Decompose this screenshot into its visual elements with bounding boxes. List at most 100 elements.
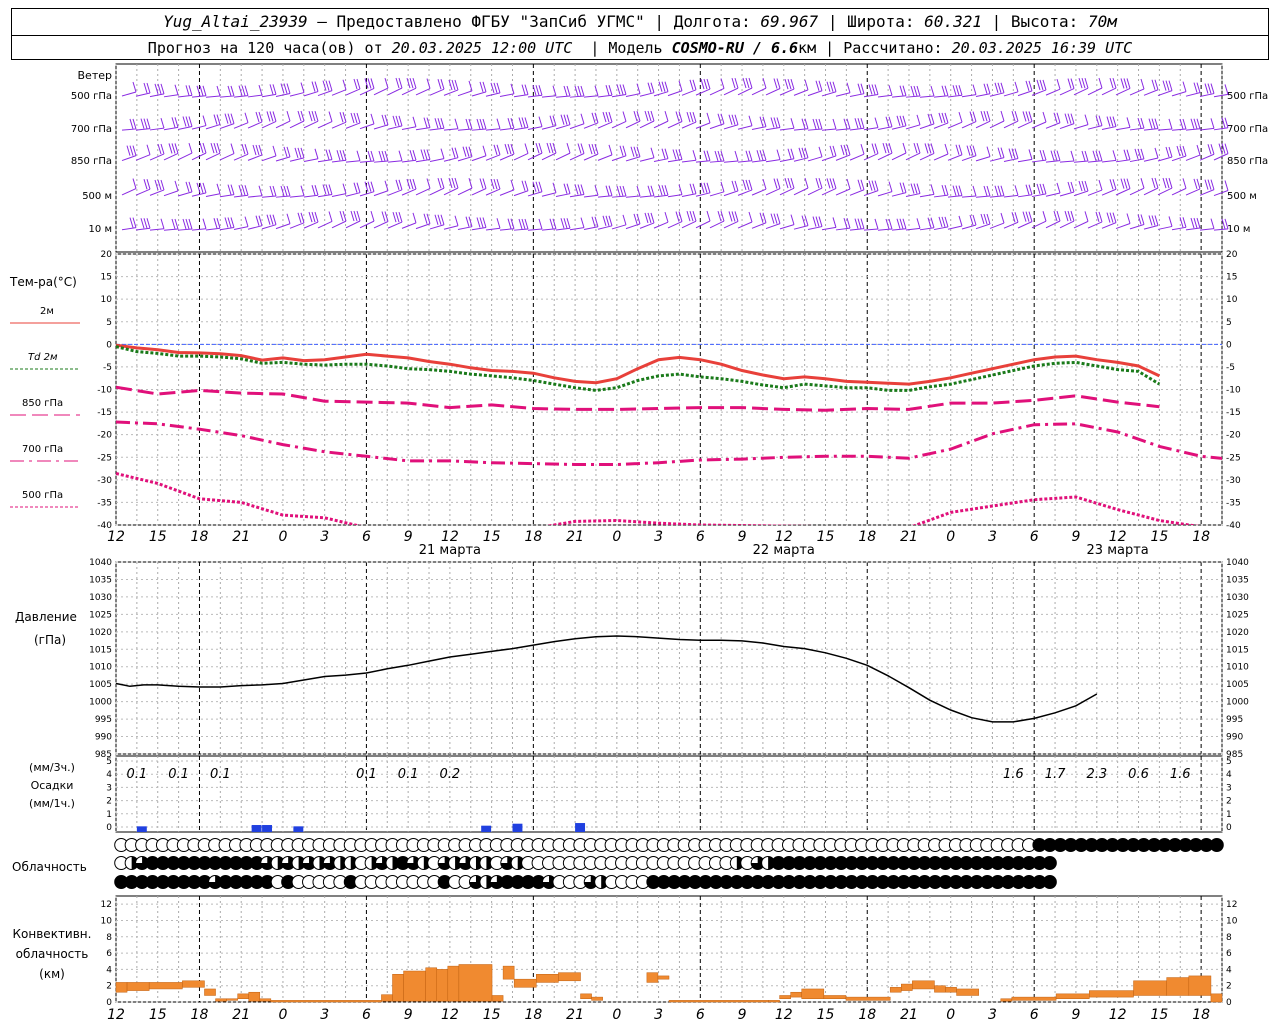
wind-barb-feather [650,110,655,122]
precip-panel-frame [115,755,1223,833]
wind-barb-feather [1098,77,1103,89]
wind-barb-feather [1126,213,1131,224]
wind-barb-feather [1154,177,1159,189]
wind-barb-feather [426,78,431,89]
press-ytick-right: 1010 [1226,663,1249,673]
wind-barb-shaft [583,226,599,231]
conv-bar [502,965,515,980]
wind-barb-feather [454,118,459,129]
wind-barb-feather [1039,79,1044,91]
wind-barb-feather [1106,212,1111,223]
wind-barb-feather [342,150,347,161]
wind-barb-shaft [961,94,977,98]
wind-barb-shaft [695,160,711,163]
wind-barb-shaft [863,228,879,231]
wind-barb-feather [244,85,249,96]
wind-barb-feather [692,150,697,161]
press-ytick-left: 990 [95,733,112,743]
wind-barb-feather [910,183,915,194]
wind-barb-feather [1000,185,1005,196]
wind-barb-feather [1154,118,1159,129]
wind-barb-shaft [639,120,655,129]
temp-ytick-right: -35 [1226,498,1241,508]
wind-barb-feather [605,85,610,96]
wind-barb-shaft [653,158,669,162]
wind-barb-feather [860,179,865,190]
wind-barb-shaft [569,123,585,130]
precip-ytick-left: 5 [106,757,112,767]
wind-barb-shaft [429,158,445,162]
wind-barb-feather [1196,118,1201,129]
wind-barb-feather [874,143,879,154]
wind-barb-feather [440,79,445,90]
x-tick-label-bottom: 12 [107,1007,125,1023]
wind-barb-shaft [1199,127,1215,131]
wind-barb-shaft [527,94,543,98]
x-tick-label-top: 12 [1109,529,1127,545]
wind-barb-feather [244,144,249,155]
wind-barb-feather [882,143,887,154]
wind-barb-feather [1140,117,1145,129]
wind-barb-feather [510,143,515,155]
wind-barb-shaft [807,226,823,230]
wind-barb-feather [1084,150,1089,162]
wind-barb-feather [815,80,820,91]
wind-barb-shaft [597,225,613,230]
wind-barb-feather [801,215,806,226]
wind-barb-shaft [1199,189,1215,196]
wind-barb-feather [524,180,529,191]
wind-barb-feather [426,117,431,128]
wind-barb-shaft [149,189,165,196]
wind-barb-shaft [1143,224,1159,230]
cloud-three-quarter-fill [135,856,149,870]
wind-barb-feather [896,218,901,229]
wind-barb-feather [759,116,764,127]
wind-barb-feather [1168,177,1173,189]
precip-ytick-right: 2 [1226,797,1232,807]
wind-barb-shaft [261,155,277,162]
wind-barb-feather [1140,214,1145,225]
wind-barb-feather [672,149,677,160]
wind-barb-shaft [261,224,277,230]
wind-barb-shaft [1003,158,1019,162]
wind-barb-feather [132,118,137,130]
wind-barb-shaft [1213,228,1229,231]
wind-barb-shaft [919,193,935,198]
wind-barb-feather [199,142,204,154]
wind-barb-shaft [401,222,417,229]
x-day-label: 22 марта [753,543,815,558]
wind-barb-feather [692,79,697,90]
wind-barb-shaft [387,221,403,229]
wind-barb-feather [602,215,607,226]
x-tick-label-bottom: 6 [1030,1007,1039,1023]
wind-barb-feather [804,118,809,129]
conv-bar [768,1000,780,1003]
wind-barb-feather [1168,216,1173,227]
x-tick-label-top: 12 [107,529,125,545]
alt-label: Высота: [1010,12,1079,31]
wind-barb-shaft [191,228,207,231]
wind-barb-feather [1109,212,1114,223]
x-tick-label-top: 12 [441,529,459,545]
wind-barb-feather [1112,150,1117,161]
wind-barb-feather [1067,78,1072,89]
wind-barb-shaft [947,94,963,98]
wind-barb-feather [790,214,795,225]
press-ytick-left: 1020 [89,628,112,638]
wind-barb-feather [434,214,439,225]
wind-barb-feather [1098,150,1103,161]
x-tick-label-top: 3 [320,529,329,545]
wind-barb-feather [227,85,232,97]
wind-barb-feather [1109,77,1114,89]
wind-barb-feather [325,149,330,160]
wind-barb-feather [941,184,946,196]
wind-barb-feather [549,142,554,154]
wind-barb-shaft [387,160,403,163]
x-tick-label-top: 6 [696,529,705,545]
wind-barb-feather [549,218,554,229]
wind-barb-feather [244,216,249,227]
wind-barb-feather [1126,117,1131,128]
wind-barb-shaft [625,156,641,162]
wind-barb-shaft [261,120,277,129]
wind-barb-shaft [919,95,935,98]
